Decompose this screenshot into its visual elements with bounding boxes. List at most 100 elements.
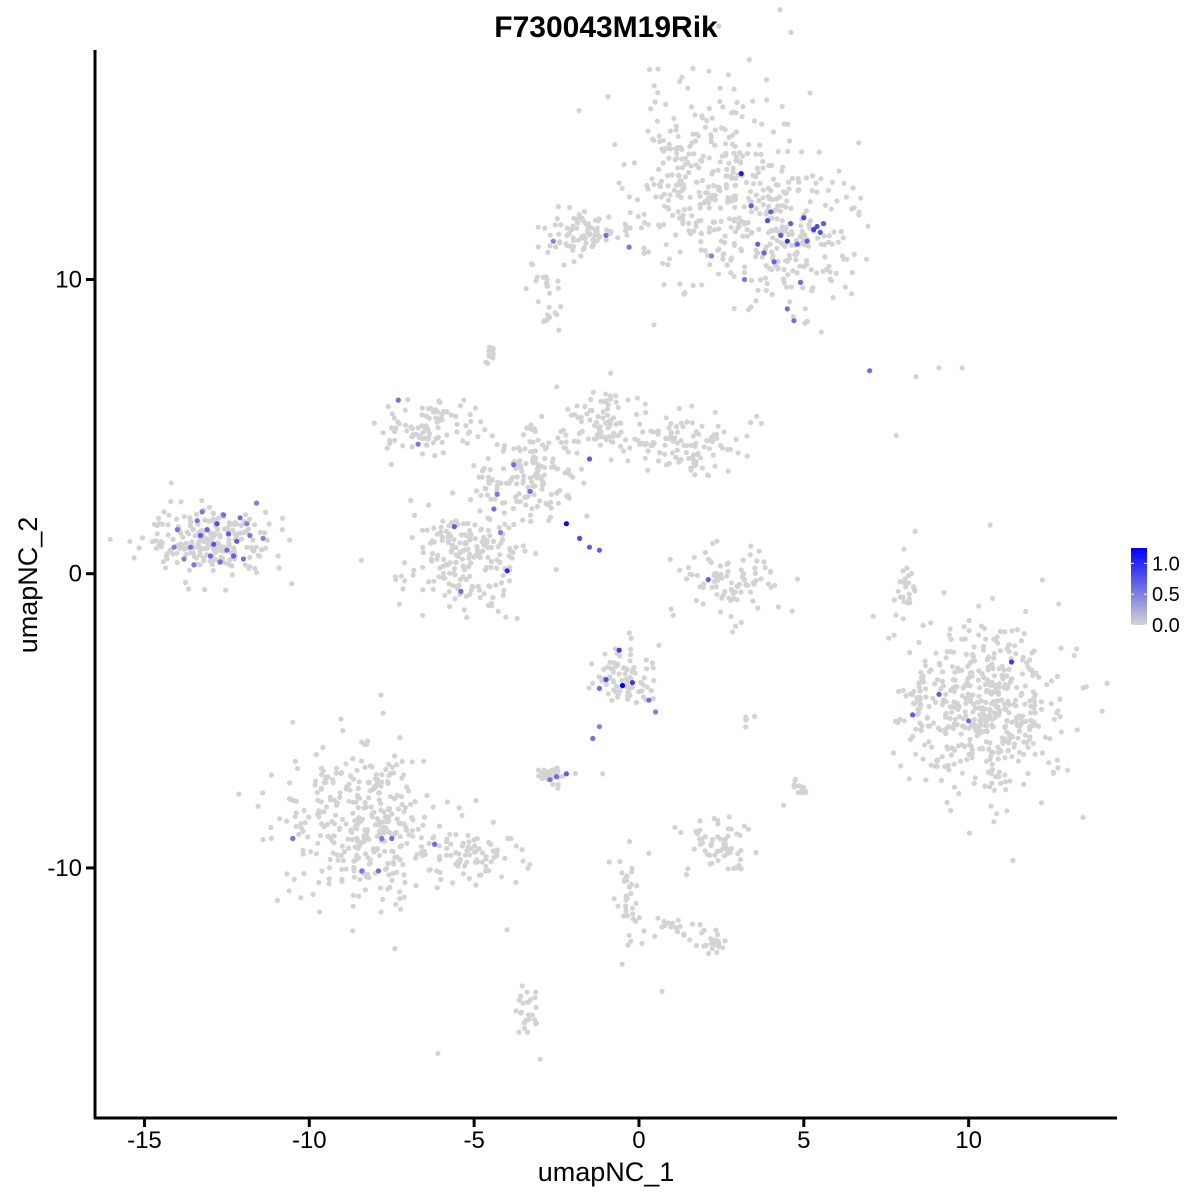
cell-point <box>706 446 713 452</box>
cell-point <box>1005 642 1012 648</box>
cell-point <box>532 995 538 1001</box>
cell-point <box>590 237 596 243</box>
cell-point <box>398 843 405 849</box>
cell-point <box>615 432 621 439</box>
cell-point <box>769 249 775 255</box>
cell-point <box>396 421 402 427</box>
cell-point <box>537 498 543 504</box>
cell-point <box>534 504 540 510</box>
cell-point <box>381 830 387 836</box>
cell-point <box>761 559 767 565</box>
cell-point <box>691 151 697 157</box>
cell-point <box>955 665 961 671</box>
expressing-cell-point <box>936 691 942 697</box>
cell-point <box>683 872 690 878</box>
cell-point <box>932 681 938 687</box>
cell-point <box>466 555 472 561</box>
cell-point <box>694 131 700 137</box>
cell-point <box>479 859 485 865</box>
cell-point <box>693 597 699 604</box>
cell-point <box>728 580 735 586</box>
cell-point <box>603 681 610 688</box>
cell-point <box>651 677 657 684</box>
cell-point <box>726 216 733 222</box>
x-axis-ticks: -15 -10 -5 0 5 10 <box>127 1118 982 1154</box>
cell-point <box>1055 765 1061 771</box>
cell-point <box>625 942 631 948</box>
cell-point <box>989 761 995 767</box>
cell-point <box>408 801 414 808</box>
cell-point <box>583 240 589 246</box>
cell-point <box>382 866 388 873</box>
cell-point <box>717 159 723 165</box>
cell-point <box>689 213 695 219</box>
cell-point <box>945 746 951 752</box>
cell-point <box>477 594 483 601</box>
cell-point <box>952 716 958 722</box>
cell-point <box>698 239 704 245</box>
cell-point <box>699 840 706 846</box>
cell-point <box>750 172 756 178</box>
cell-point <box>684 576 690 582</box>
cell-point <box>641 675 647 681</box>
cell-point <box>739 114 745 120</box>
cell-point <box>663 145 669 152</box>
cell-point <box>558 439 564 446</box>
cell-point <box>706 155 712 161</box>
cell-point <box>554 384 560 390</box>
cell-point <box>736 215 742 221</box>
cell-point <box>502 442 508 448</box>
cell-point <box>615 404 621 411</box>
cell-point <box>445 539 451 545</box>
cell-point <box>638 225 645 231</box>
cell-point <box>1012 643 1018 649</box>
cell-point <box>687 231 694 237</box>
cell-point <box>418 835 424 841</box>
cell-point <box>673 925 679 931</box>
cell-point <box>355 805 361 811</box>
cell-point <box>612 142 618 148</box>
cell-point <box>750 580 757 586</box>
cell-point <box>358 557 364 563</box>
cell-point <box>980 647 987 653</box>
cell-point <box>344 784 350 790</box>
cell-point <box>800 285 806 291</box>
cell-point <box>787 138 793 144</box>
cell-point <box>398 573 404 579</box>
cell-point <box>1011 741 1018 747</box>
cell-point <box>316 808 322 814</box>
cell-point <box>553 566 559 573</box>
x-tick-label: -10 <box>292 1127 327 1154</box>
cell-point <box>905 600 911 606</box>
cell-point <box>687 194 693 200</box>
cell-point <box>689 403 695 409</box>
cell-point <box>427 430 433 437</box>
cell-point <box>651 137 657 143</box>
cell-point <box>412 512 418 519</box>
cell-point <box>692 443 698 450</box>
cell-point <box>183 540 189 547</box>
cell-point <box>851 251 857 258</box>
cell-point <box>934 763 940 769</box>
cell-point <box>1027 698 1033 704</box>
expressing-cell-point <box>563 521 570 527</box>
cell-point <box>996 711 1002 717</box>
cell-point <box>520 432 527 438</box>
cell-point <box>699 231 705 237</box>
cell-point <box>809 288 815 294</box>
cell-point <box>197 552 203 558</box>
cell-point <box>718 125 725 131</box>
cell-point <box>623 904 629 910</box>
cell-point <box>708 842 714 849</box>
cell-point <box>385 779 391 785</box>
cell-point <box>1057 714 1063 720</box>
cell-point <box>678 178 684 184</box>
cell-point <box>378 692 384 698</box>
cell-point <box>196 544 202 550</box>
cell-point <box>224 526 230 532</box>
cell-point <box>352 818 358 824</box>
cell-point <box>231 545 237 551</box>
cell-point <box>432 453 438 459</box>
cell-point <box>257 529 263 536</box>
cell-point <box>607 231 613 237</box>
